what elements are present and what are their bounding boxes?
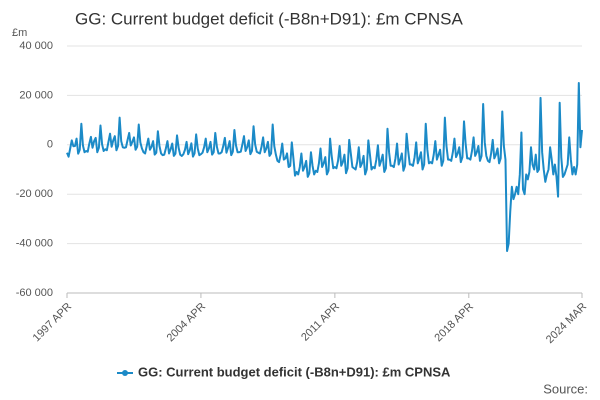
- y-tick-label: 20 000: [19, 89, 53, 101]
- chart-title: GG: Current budget deficit (-B8n+D91): £…: [75, 9, 464, 28]
- y-tick-label: 0: [47, 139, 53, 151]
- y-tick-label: -20 000: [16, 188, 53, 200]
- legend-marker: [122, 370, 128, 376]
- y-tick-label: -60 000: [16, 287, 53, 299]
- legend-label: GG: Current budget deficit (-B8n+D91): £…: [138, 364, 451, 379]
- x-tick-label: 1997 APR: [31, 301, 75, 345]
- x-tick-label: 2004 APR: [165, 301, 209, 345]
- y-axis-label: £m: [12, 27, 27, 39]
- y-tick-label: 40 000: [19, 40, 53, 52]
- x-tick-label: 2018 APR: [432, 301, 476, 345]
- y-tick-label: -40 000: [16, 238, 53, 250]
- source: Source:: [543, 381, 588, 396]
- x-tick-label: 2024 MAR: [544, 301, 589, 346]
- data-line: [66, 82, 583, 253]
- x-tick-label: 2011 APR: [299, 301, 342, 344]
